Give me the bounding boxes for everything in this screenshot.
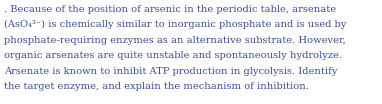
Text: phosphate-requiring enzymes as an alternative substrate. However,: phosphate-requiring enzymes as an altern… — [4, 36, 346, 45]
Text: the target enzyme, and explain the mechanism of inhibition.: the target enzyme, and explain the mecha… — [4, 82, 309, 91]
Text: Arsenate is known to inhibit ATP production in glycolysis. Identify: Arsenate is known to inhibit ATP product… — [4, 67, 338, 76]
Text: organic arsenates are quite unstable and spontaneously hydrolyze.: organic arsenates are quite unstable and… — [4, 51, 342, 60]
Text: (AsO₄³⁻) is chemically similar to inorganic phosphate and is used by: (AsO₄³⁻) is chemically similar to inorga… — [4, 20, 346, 29]
Text: . Because of the position of arsenic in the periodic table, arsenate: . Because of the position of arsenic in … — [4, 5, 336, 14]
